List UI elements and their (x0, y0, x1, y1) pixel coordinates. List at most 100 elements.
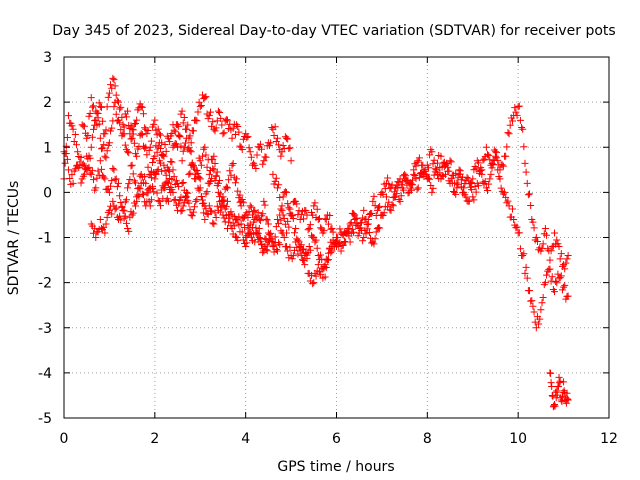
data-point (277, 152, 285, 160)
data-point (125, 149, 133, 157)
data-point (445, 167, 453, 175)
data-point (201, 215, 209, 223)
data-point (161, 140, 169, 148)
data-point (116, 105, 124, 113)
data-point (271, 233, 279, 241)
data-point (397, 192, 405, 200)
data-point (312, 272, 320, 280)
data-point (193, 117, 201, 125)
data-point (229, 219, 237, 227)
data-point (74, 148, 82, 156)
data-point (188, 212, 196, 220)
data-point (209, 219, 217, 227)
data-point (530, 224, 538, 232)
data-point (326, 211, 334, 219)
data-point (284, 135, 292, 143)
data-point (186, 147, 194, 155)
data-point (380, 209, 388, 217)
data-point (90, 229, 98, 237)
data-point (328, 224, 336, 232)
data-point (102, 220, 110, 228)
data-point (339, 241, 347, 249)
data-point (456, 167, 464, 175)
data-point (557, 272, 565, 280)
data-point (157, 131, 165, 139)
data-point (554, 382, 562, 390)
data-point (115, 98, 122, 106)
data-point (245, 144, 253, 152)
data-point (254, 209, 262, 217)
x-axis-title: GPS time / hours (277, 459, 394, 475)
data-point (539, 294, 547, 302)
data-point (452, 169, 460, 177)
data-point (336, 225, 344, 233)
data-point (293, 200, 301, 208)
data-point (546, 265, 554, 273)
data-point (528, 297, 536, 305)
data-point (113, 183, 121, 191)
data-point (92, 116, 100, 124)
data-point (428, 188, 436, 196)
data-point (388, 181, 396, 189)
data-point (533, 237, 541, 245)
data-point (283, 229, 291, 237)
data-point (363, 221, 371, 229)
data-point (504, 197, 512, 205)
data-point (180, 198, 188, 206)
data-point (147, 174, 155, 182)
y-tick-label: -5 (38, 411, 52, 427)
data-point (285, 145, 293, 153)
data-point (463, 173, 471, 181)
data-point (486, 175, 494, 183)
data-point (247, 203, 255, 211)
data-point (309, 280, 317, 288)
data-point (162, 147, 170, 155)
data-point (362, 230, 370, 238)
data-point (217, 208, 225, 216)
data-point (255, 224, 263, 232)
data-point (183, 193, 191, 201)
data-point (111, 205, 119, 213)
data-point (355, 229, 363, 237)
data-point (263, 216, 271, 224)
data-point (283, 188, 291, 196)
data-point (547, 369, 555, 377)
data-point (523, 274, 531, 282)
y-tick-label: 2 (43, 95, 52, 111)
data-point (365, 229, 373, 237)
data-point (513, 111, 521, 119)
data-point (384, 174, 392, 182)
data-point (270, 242, 278, 250)
data-point (551, 229, 558, 237)
data-point (71, 165, 79, 173)
data-point (512, 108, 520, 116)
data-point (124, 224, 132, 232)
data-point (292, 224, 300, 232)
data-point (521, 269, 529, 277)
data-point (277, 216, 285, 224)
data-point (271, 123, 279, 131)
data-point (555, 243, 563, 251)
data-point (393, 182, 401, 190)
data-point (305, 243, 313, 251)
data-point (101, 229, 109, 237)
data-point (160, 152, 168, 160)
data-point (276, 241, 284, 249)
data-point (179, 179, 187, 187)
data-point (259, 160, 267, 168)
data-point (536, 315, 544, 323)
data-point (551, 288, 558, 296)
data-point (429, 160, 437, 168)
data-point (462, 193, 470, 201)
data-point (498, 161, 506, 169)
data-point (499, 162, 507, 170)
data-point (255, 234, 263, 241)
data-point (306, 246, 314, 254)
data-point (300, 245, 308, 253)
data-point (453, 179, 461, 187)
data-point (502, 152, 510, 160)
data-point (294, 236, 302, 244)
data-point (161, 180, 169, 188)
series-track-b (60, 148, 572, 332)
data-point (468, 186, 476, 194)
